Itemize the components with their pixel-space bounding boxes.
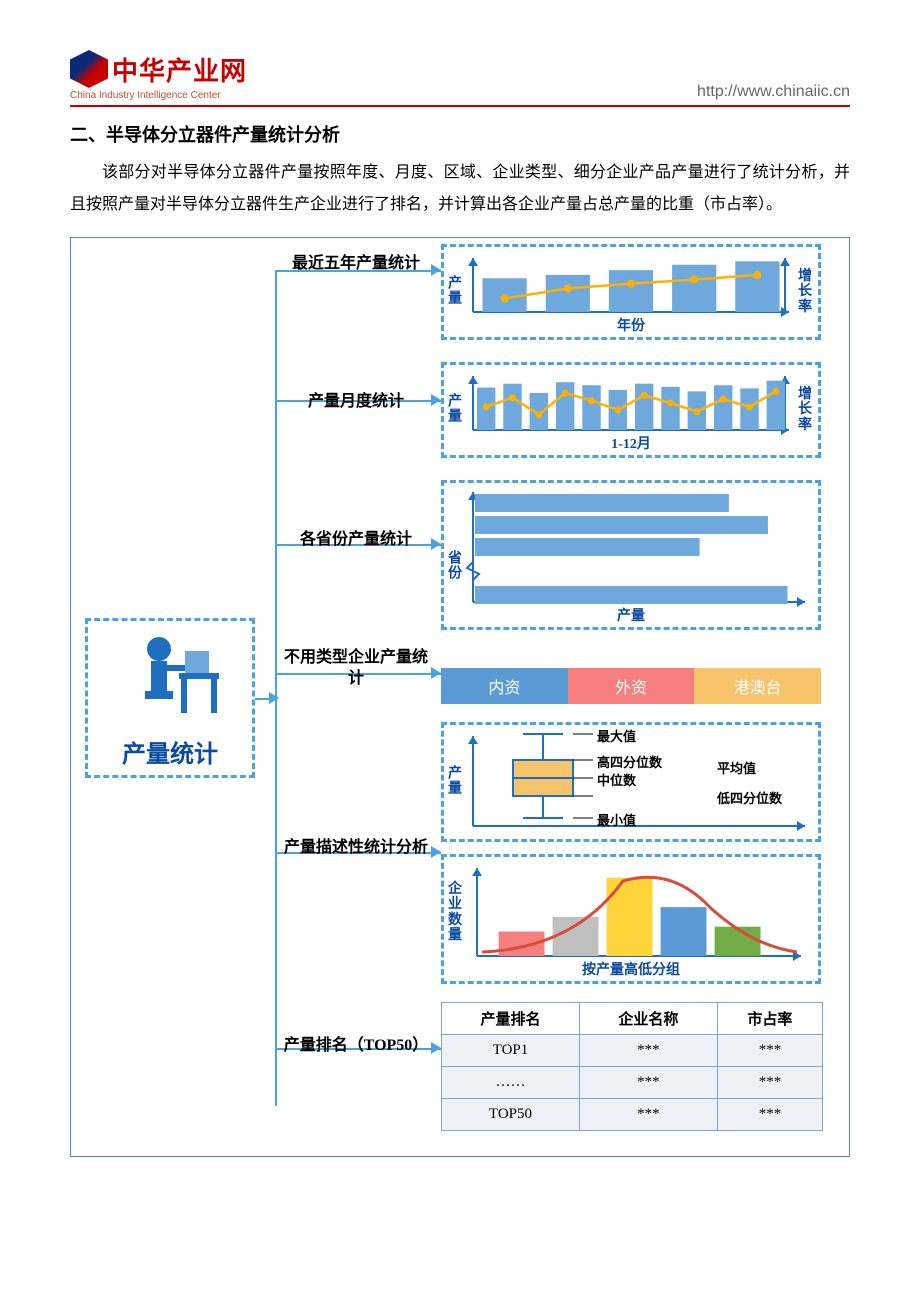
ranking-table: 产量排名企业名称市占率TOP1******……******TOP50****** <box>441 1002 823 1131</box>
page-header: 中华产业网 China Industry Intelligence Center… <box>70 50 850 101</box>
category-label-5: 产量描述性统计分析 <box>281 838 431 859</box>
table-cell: TOP1 <box>442 1035 580 1067</box>
chart-five-year: 产量 增长率 年份 <box>441 244 821 340</box>
worker-icon <box>115 631 225 721</box>
enterprise-type-cell: 外资 <box>568 668 695 704</box>
boxplot-label: 最小值 <box>597 810 636 829</box>
arrow-icon <box>269 692 279 704</box>
header-url: http://www.chinaiic.cn <box>697 83 850 101</box>
logo: 中华产业网 China Industry Intelligence Center <box>70 50 270 101</box>
arrow-icon <box>431 1042 441 1054</box>
enterprise-type-cell: 港澳台 <box>694 668 821 704</box>
arrow-icon <box>431 667 441 679</box>
boxplot-label: 低四分位数 <box>717 788 782 807</box>
chart-boxplot: 产量 最大值高四分位数中位数低四分位数最小值平均值 <box>441 722 821 842</box>
table-cell: *** <box>717 1035 822 1067</box>
category-label-3: 各省份产量统计 <box>281 530 431 551</box>
logo-mark-icon <box>70 50 108 88</box>
table-cell: *** <box>579 1099 717 1131</box>
category-label-6: 产量排名（TOP50） <box>281 1036 431 1057</box>
logo-subtitle: China Industry Intelligence Center <box>70 90 270 101</box>
chart-province: 省份 产量 省份1省份2省份3省份31 <box>441 480 821 630</box>
table-header: 市占率 <box>717 1003 822 1035</box>
chart-histogram: 企业数量 按产量高低分组 <box>441 854 821 984</box>
enterprise-type-strip: 内资外资港澳台 <box>441 668 821 704</box>
table-cell: TOP50 <box>442 1099 580 1131</box>
header-divider <box>70 105 850 107</box>
table-row: TOP50****** <box>442 1099 823 1131</box>
diagram-container: 产量统计 最近五年产量统计 产量 增长率 年份 产量月度统计 产量 增长率 1-… <box>70 237 850 1157</box>
root-node: 产量统计 <box>85 618 255 778</box>
root-label: 产量统计 <box>88 734 252 769</box>
arrow-icon <box>431 394 441 406</box>
category-label-4: 不用类型企业产量统计 <box>281 648 431 690</box>
enterprise-type-cell: 内资 <box>441 668 568 704</box>
arrow-icon <box>431 538 441 550</box>
table-cell: *** <box>579 1035 717 1067</box>
chart-monthly: 产量 增长率 1-12月 <box>441 362 821 458</box>
category-label-1: 最近五年产量统计 <box>281 254 431 275</box>
boxplot-label: 最大值 <box>597 726 636 745</box>
boxplot-label: 高四分位数 <box>597 752 662 771</box>
logo-text: 中华产业网 <box>112 51 247 88</box>
table-header: 产量排名 <box>442 1003 580 1035</box>
table-row: TOP1****** <box>442 1035 823 1067</box>
category-label-2: 产量月度统计 <box>281 392 431 413</box>
section-paragraph: 该部分对半导体分立器件产量按照年度、月度、区域、企业类型、细分企业产品产量进行了… <box>70 157 850 221</box>
boxplot-label: 中位数 <box>597 770 636 789</box>
boxplot-label: 平均值 <box>717 758 756 777</box>
arrow-icon <box>431 264 441 276</box>
table-cell: *** <box>717 1067 822 1099</box>
section-title: 二、半导体分立器件产量统计分析 <box>70 121 850 147</box>
table-cell: *** <box>717 1099 822 1131</box>
connector-spine <box>275 270 277 1106</box>
table-cell: *** <box>579 1067 717 1099</box>
table-header: 企业名称 <box>579 1003 717 1035</box>
table-cell: …… <box>442 1067 580 1099</box>
arrow-icon <box>431 846 441 858</box>
table-row: ……****** <box>442 1067 823 1099</box>
